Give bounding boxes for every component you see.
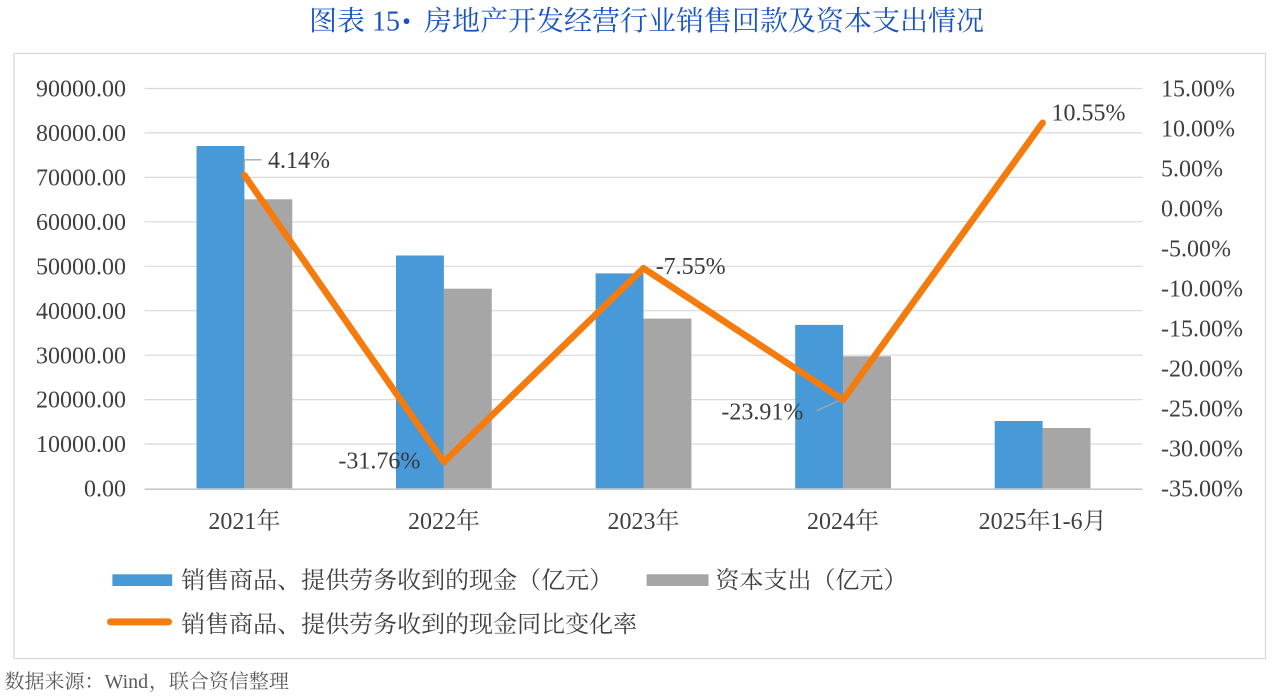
svg-text:-20.00%: -20.00%	[1161, 357, 1243, 383]
svg-text:70000.00: 70000.00	[36, 166, 126, 192]
svg-text:50000.00: 50000.00	[36, 254, 126, 280]
svg-text:10.00%: 10.00%	[1161, 117, 1235, 143]
svg-text:-31.76%: -31.76%	[338, 448, 420, 474]
svg-text:0.00: 0.00	[84, 477, 126, 503]
svg-text:4.14%: 4.14%	[268, 148, 330, 174]
svg-text:2023: 2023	[608, 509, 656, 535]
svg-text:60000.00: 60000.00	[36, 210, 126, 236]
svg-text:90000.00: 90000.00	[36, 77, 126, 103]
svg-text:-5.00%: -5.00%	[1161, 237, 1231, 263]
svg-text:30000.00: 30000.00	[36, 343, 126, 369]
svg-text:15: 15	[372, 6, 400, 37]
svg-text:0.00%: 0.00%	[1161, 197, 1223, 223]
svg-text:2021: 2021	[208, 509, 256, 535]
svg-text:80000.00: 80000.00	[36, 121, 126, 147]
svg-text:-23.91%: -23.91%	[721, 400, 803, 426]
svg-text:2025: 2025	[979, 509, 1027, 535]
svg-text:40000.00: 40000.00	[36, 299, 126, 325]
svg-text:-30.00%: -30.00%	[1161, 437, 1243, 463]
svg-text:5.00%: 5.00%	[1161, 157, 1223, 183]
svg-text:2022: 2022	[408, 509, 456, 535]
svg-text:20000.00: 20000.00	[36, 388, 126, 414]
svg-text:2024: 2024	[807, 509, 855, 535]
svg-text:10.55%: 10.55%	[1052, 101, 1126, 127]
svg-text:1-6: 1-6	[1051, 509, 1083, 535]
svg-text:-15.00%: -15.00%	[1161, 317, 1243, 343]
svg-text:Wind: Wind	[105, 671, 149, 693]
svg-text:-25.00%: -25.00%	[1161, 397, 1243, 423]
svg-text:-7.55%: -7.55%	[656, 254, 726, 280]
svg-text:-10.00%: -10.00%	[1161, 277, 1243, 303]
svg-text:15.00%: 15.00%	[1161, 77, 1235, 103]
svg-text:10000.00: 10000.00	[36, 432, 126, 458]
svg-text:-35.00%: -35.00%	[1161, 477, 1243, 503]
